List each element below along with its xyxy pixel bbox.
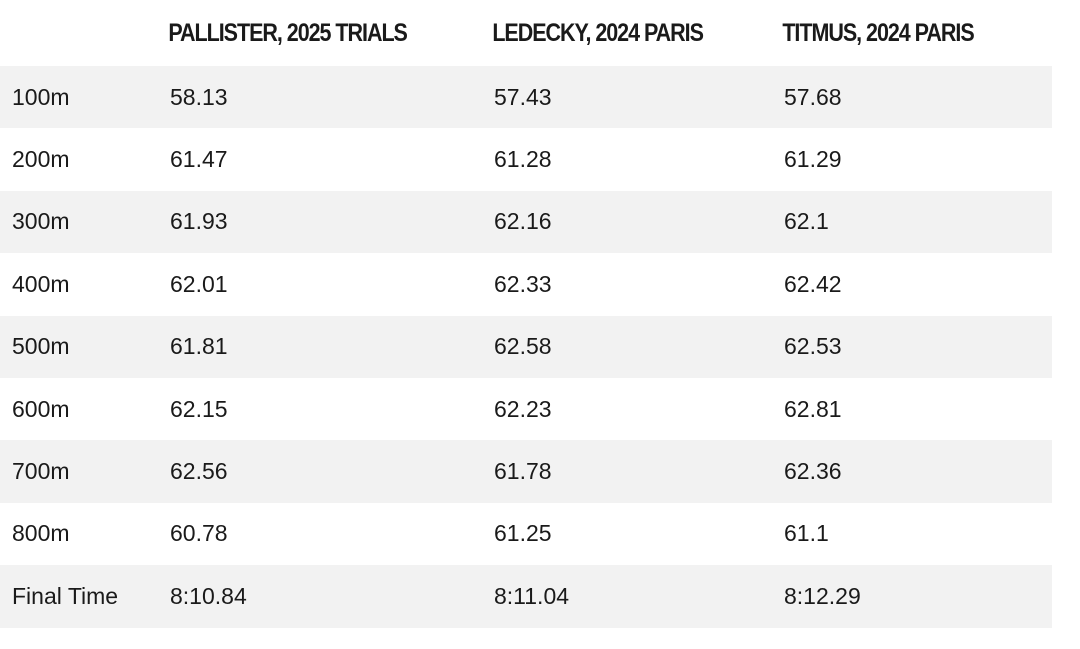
table-row: 500m 61.81 62.58 62.53 xyxy=(0,315,1052,378)
ledecky-time: 8:11.04 xyxy=(482,565,772,628)
titmus-time: 62.1 xyxy=(772,190,1052,254)
table-body: 100m 58.13 57.43 57.68 200m 61.47 61.28 … xyxy=(0,66,1052,628)
table-row: Final Time 8:10.84 8:11.04 8:12.29 xyxy=(0,565,1052,628)
titmus-time: 62.81 xyxy=(772,377,1052,441)
ledecky-time: 61.25 xyxy=(482,502,772,566)
header-titmus: TITMUS, 2024 PARIS xyxy=(772,0,1013,66)
titmus-time: 62.36 xyxy=(772,440,1052,503)
pallister-time: 62.01 xyxy=(158,253,482,316)
split-label: Final Time xyxy=(0,565,158,628)
header-empty-cell xyxy=(0,0,136,66)
table-row: 800m 60.78 61.25 61.1 xyxy=(0,502,1052,566)
split-label: 800m xyxy=(0,502,158,566)
ledecky-time: 61.78 xyxy=(482,440,772,503)
pallister-time: 61.47 xyxy=(158,128,482,191)
header-ledecky: LEDECKY, 2024 PARIS xyxy=(482,0,732,66)
titmus-time: 57.68 xyxy=(772,66,1052,129)
split-label: 100m xyxy=(0,66,158,129)
split-label: 500m xyxy=(0,315,158,378)
split-label: 700m xyxy=(0,440,158,503)
table-row: 300m 61.93 62.16 62.1 xyxy=(0,190,1052,254)
ledecky-time: 62.33 xyxy=(482,253,772,316)
splits-table: PALLISTER, 2025 TRIALS LEDECKY, 2024 PAR… xyxy=(0,0,1052,628)
pallister-time: 62.15 xyxy=(158,377,482,441)
split-label: 600m xyxy=(0,377,158,441)
titmus-time: 61.29 xyxy=(772,128,1052,191)
split-label: 200m xyxy=(0,128,158,191)
header-row: PALLISTER, 2025 TRIALS LEDECKY, 2024 PAR… xyxy=(0,0,1052,66)
titmus-time: 62.53 xyxy=(772,315,1052,378)
header-pallister: PALLISTER, 2025 TRIALS xyxy=(158,0,437,66)
table-header: PALLISTER, 2025 TRIALS LEDECKY, 2024 PAR… xyxy=(0,0,1052,66)
titmus-time: 8:12.29 xyxy=(772,565,1052,628)
split-label: 400m xyxy=(0,253,158,316)
pallister-time: 61.81 xyxy=(158,315,482,378)
table-row: 200m 61.47 61.28 61.29 xyxy=(0,128,1052,191)
ledecky-time: 57.43 xyxy=(482,66,772,129)
table-row: 400m 62.01 62.33 62.42 xyxy=(0,253,1052,316)
titmus-time: 61.1 xyxy=(772,502,1052,566)
pallister-time: 58.13 xyxy=(158,66,482,129)
ledecky-time: 62.16 xyxy=(482,190,772,254)
table-row: 700m 62.56 61.78 62.36 xyxy=(0,440,1052,503)
pallister-time: 61.93 xyxy=(158,190,482,254)
pallister-time: 62.56 xyxy=(158,440,482,503)
table-row: 600m 62.15 62.23 62.81 xyxy=(0,377,1052,441)
split-label: 300m xyxy=(0,190,158,254)
titmus-time: 62.42 xyxy=(772,253,1052,316)
pallister-time: 60.78 xyxy=(158,502,482,566)
ledecky-time: 62.58 xyxy=(482,315,772,378)
pallister-time: 8:10.84 xyxy=(158,565,482,628)
ledecky-time: 61.28 xyxy=(482,128,772,191)
table-row: 100m 58.13 57.43 57.68 xyxy=(0,66,1052,129)
ledecky-time: 62.23 xyxy=(482,377,772,441)
